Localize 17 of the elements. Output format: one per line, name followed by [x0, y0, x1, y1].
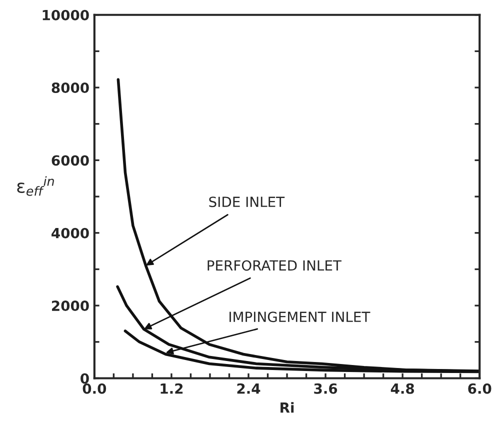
- x-tick-label: 1.2: [160, 383, 183, 394]
- x-tick-label: 4.8: [390, 383, 414, 394]
- annotation: PERFORATED INLET: [208, 260, 342, 271]
- y-tick-label: 8000: [52, 82, 89, 94]
- x-tick-label: 0.0: [82, 383, 106, 394]
- y-axis-title: ε$_{eff}$$^{in}$: [17, 176, 54, 196]
- x-tick-label: 2.4: [237, 383, 260, 394]
- y-tick-label: 10000: [42, 10, 89, 20]
- annotation: IMPINGEMENT INLET: [230, 312, 370, 322]
- x-tick-label: 3.6: [314, 383, 338, 394]
- x-tick-label: 6.0: [468, 383, 492, 394]
- y-tick-label: 2000: [52, 300, 89, 312]
- y-tick-label: 4000: [52, 228, 89, 238]
- y-tick-label: 6000: [52, 155, 89, 166]
- annotation: SIDE INLET: [209, 196, 285, 208]
- y-tick-label: 0: [80, 373, 89, 384]
- x-axis-title: Ri: [280, 402, 294, 413]
